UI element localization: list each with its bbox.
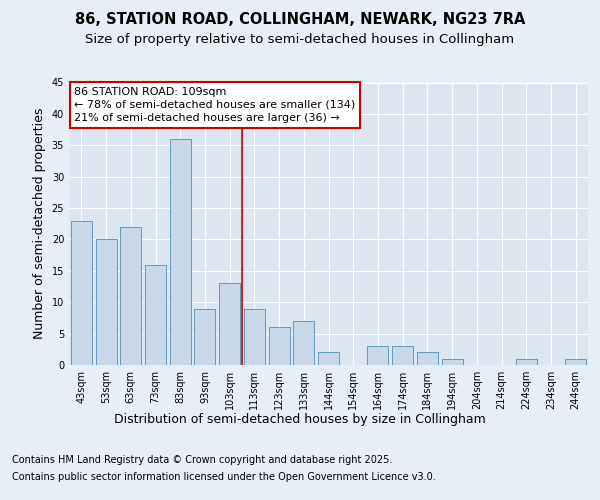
Text: Size of property relative to semi-detached houses in Collingham: Size of property relative to semi-detach… <box>85 32 515 46</box>
Bar <box>392 346 413 365</box>
Bar <box>120 227 141 365</box>
Text: Distribution of semi-detached houses by size in Collingham: Distribution of semi-detached houses by … <box>114 412 486 426</box>
Bar <box>219 284 240 365</box>
Bar <box>71 220 92 365</box>
Bar <box>318 352 339 365</box>
Text: Contains public sector information licensed under the Open Government Licence v3: Contains public sector information licen… <box>12 472 436 482</box>
Text: 86 STATION ROAD: 109sqm
← 78% of semi-detached houses are smaller (134)
21% of s: 86 STATION ROAD: 109sqm ← 78% of semi-de… <box>74 86 355 123</box>
Text: Contains HM Land Registry data © Crown copyright and database right 2025.: Contains HM Land Registry data © Crown c… <box>12 455 392 465</box>
Text: 86, STATION ROAD, COLLINGHAM, NEWARK, NG23 7RA: 86, STATION ROAD, COLLINGHAM, NEWARK, NG… <box>75 12 525 28</box>
Bar <box>367 346 388 365</box>
Bar <box>244 308 265 365</box>
Bar <box>565 358 586 365</box>
Bar <box>145 264 166 365</box>
Bar <box>170 139 191 365</box>
Y-axis label: Number of semi-detached properties: Number of semi-detached properties <box>33 108 46 340</box>
Bar <box>417 352 438 365</box>
Bar <box>194 308 215 365</box>
Bar <box>269 328 290 365</box>
Bar <box>442 358 463 365</box>
Bar <box>293 321 314 365</box>
Bar <box>95 240 116 365</box>
Bar <box>516 358 537 365</box>
